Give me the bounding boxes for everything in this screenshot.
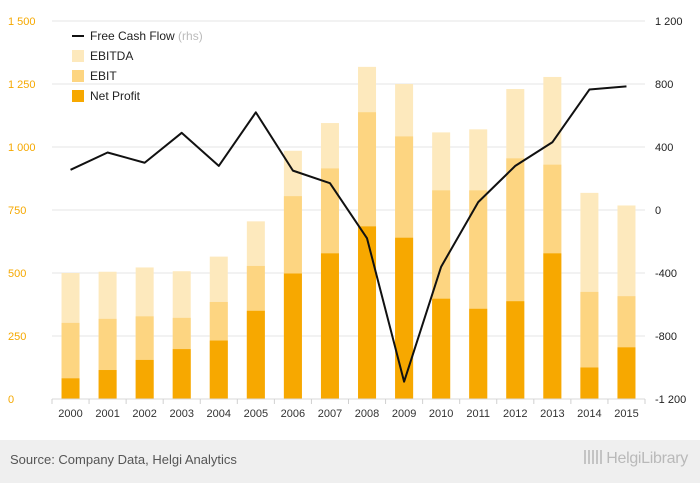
- right-tick-label: 800: [655, 79, 673, 91]
- bar-net-profit: [358, 226, 377, 399]
- x-tick-label: 2014: [577, 408, 601, 420]
- brand-name: HelgiLibrary: [606, 450, 688, 467]
- x-tick-label: 2002: [132, 408, 156, 420]
- x-tick-label: 2015: [614, 408, 638, 420]
- legend-swatch-ebitda: [72, 50, 84, 62]
- right-tick-label: -800: [655, 331, 677, 343]
- left-tick-label: 1 250: [8, 79, 36, 91]
- left-tick-label: 750: [8, 205, 26, 217]
- legend: Free Cash Flow (rhs) EBITDA EBIT Net Profit: [72, 29, 203, 103]
- legend-label-ebit: EBIT: [90, 69, 117, 83]
- legend-swatch-net-profit: [72, 90, 84, 102]
- bar-net-profit: [320, 253, 339, 399]
- chart: 0 250 500 750 1 000 1 250 1 500 -1 200 -800 -400 0…: [8, 16, 686, 420]
- x-tick-label: 2012: [503, 408, 527, 420]
- x-tick-label: 2003: [169, 408, 193, 420]
- x-tick-label: 2006: [281, 408, 305, 420]
- bar-net-profit: [61, 378, 80, 399]
- right-tick-label: -400: [655, 268, 677, 280]
- left-tick-label: 0: [8, 394, 14, 406]
- bar-net-profit: [617, 347, 636, 399]
- x-tick-label: 2009: [392, 408, 416, 420]
- bar-net-profit: [246, 310, 265, 399]
- bar-net-profit: [135, 359, 154, 399]
- left-tick-label: 1 000: [8, 142, 36, 154]
- right-tick-label: 400: [655, 142, 673, 154]
- x-tick-label: 2011: [466, 408, 490, 420]
- bar-net-profit: [98, 370, 117, 399]
- legend-label-net-profit: Net Profit: [90, 89, 141, 103]
- bar-net-profit: [209, 340, 228, 399]
- axes: 0 250 500 750 1 000 1 250 1 500 -1 200 -800 -400 0…: [8, 16, 686, 420]
- footer: Source: Company Data, Helgi Analytics He…: [0, 440, 700, 483]
- bar-net-profit: [580, 367, 599, 399]
- bar-net-profit: [469, 308, 488, 399]
- x-tick-label: 2001: [95, 408, 119, 420]
- source-note: Source: Company Data, Helgi Analytics: [10, 452, 237, 467]
- x-tick-label: 2007: [318, 408, 342, 420]
- x-tick-label: 2005: [244, 408, 268, 420]
- left-tick-label: 1 500: [8, 16, 36, 28]
- bar-net-profit: [506, 301, 525, 399]
- bar-net-profit: [543, 253, 562, 399]
- x-tick-label: 2010: [429, 408, 453, 420]
- right-tick-label: 0: [655, 205, 661, 217]
- x-tick-label: 2004: [207, 408, 231, 420]
- bars: [61, 66, 636, 400]
- legend-sub-rhs: (rhs): [175, 29, 203, 43]
- bar-net-profit: [172, 349, 191, 399]
- legend-label-free-cash-flow: Free Cash Flow (rhs): [90, 29, 203, 43]
- library-icon: [584, 450, 603, 464]
- x-tick-label: 2013: [540, 408, 564, 420]
- x-tick-label: 2000: [58, 408, 82, 420]
- right-tick-label: -1 200: [655, 394, 686, 406]
- fcf-line-layer: [70, 85, 627, 383]
- left-tick-label: 500: [8, 268, 26, 280]
- legend-label-ebitda: EBITDA: [90, 49, 133, 63]
- left-tick-label: 250: [8, 331, 26, 343]
- legend-swatch-ebit: [72, 70, 84, 82]
- fcf-line: [70, 85, 627, 383]
- bar-net-profit: [432, 298, 451, 399]
- x-tick-label: 2008: [355, 408, 379, 420]
- bar-net-profit: [395, 237, 414, 399]
- brand-logo[interactable]: HelgiLibrary: [584, 450, 688, 468]
- right-tick-label: 1 200: [655, 16, 683, 28]
- bar-net-profit: [283, 273, 302, 399]
